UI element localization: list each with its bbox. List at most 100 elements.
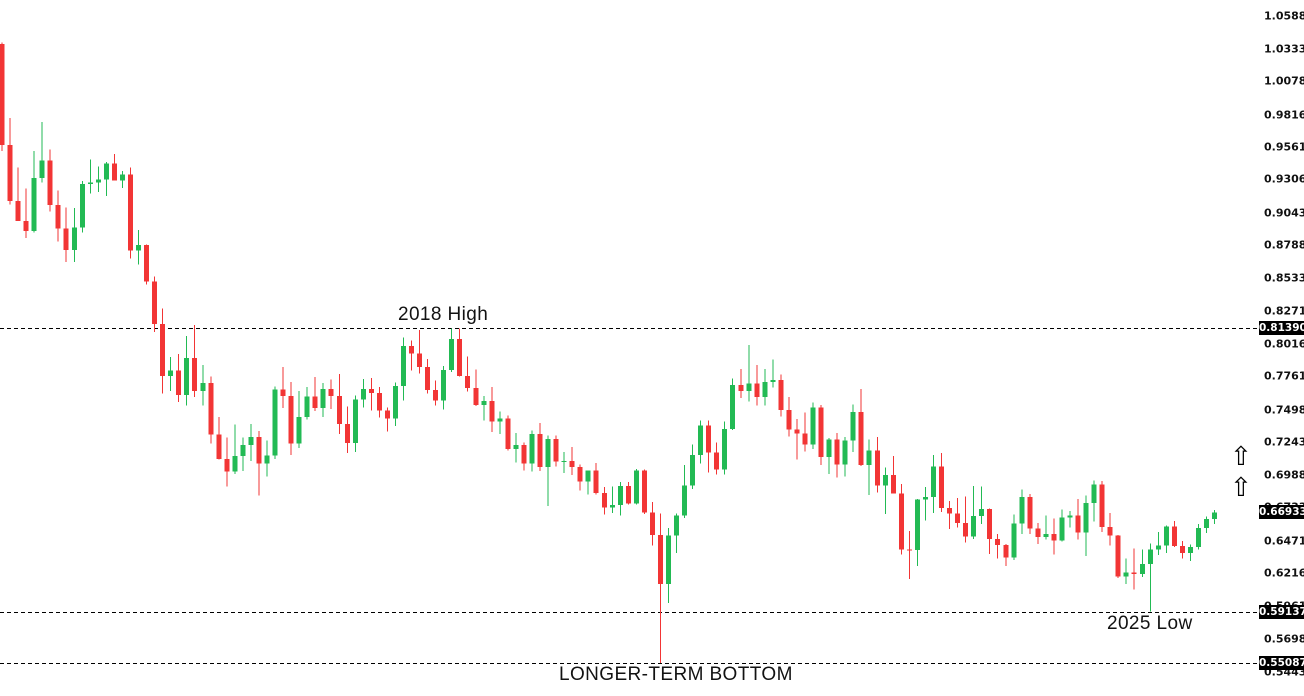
- candle-body: [248, 436, 254, 445]
- candle-body: [657, 535, 663, 584]
- annotation-2025-low: 2025 Low: [1107, 613, 1193, 634]
- candle-body: [47, 160, 53, 206]
- annotation-2018-high: 2018 High: [398, 304, 489, 325]
- candle-body: [947, 507, 953, 514]
- candle-body: [264, 455, 270, 464]
- candle-body: [914, 499, 920, 551]
- candle-body: [665, 535, 671, 584]
- candle-body: [449, 338, 455, 371]
- candle-body: [754, 383, 760, 398]
- candle-body: [1179, 546, 1185, 554]
- candle-body: [505, 418, 511, 450]
- candle-body: [569, 461, 575, 468]
- candle-body: [489, 400, 495, 422]
- candle-body: [561, 461, 567, 463]
- candle-body: [1107, 526, 1113, 536]
- candle-body: [1011, 523, 1017, 558]
- candle-body: [778, 380, 784, 410]
- candle-body: [674, 515, 680, 536]
- candle-body: [296, 417, 302, 444]
- up-arrow-icon: ⇧: [1230, 473, 1252, 503]
- candle-body: [609, 504, 615, 508]
- candle-body: [1115, 535, 1121, 577]
- candle-body: [738, 384, 744, 392]
- candle-body: [585, 470, 591, 482]
- candle-body: [906, 549, 912, 551]
- candle-body: [168, 370, 174, 377]
- candle-body: [280, 389, 286, 397]
- candle-body: [1147, 549, 1153, 564]
- candle-body: [802, 433, 808, 445]
- candle-body: [111, 163, 117, 181]
- candle-body: [521, 444, 527, 464]
- candle-body: [633, 470, 639, 504]
- candle-body: [376, 393, 382, 411]
- candle-body: [1131, 572, 1137, 575]
- candle-body: [963, 522, 969, 537]
- candle-body: [256, 436, 262, 464]
- candle-body: [1083, 502, 1089, 533]
- candle-body: [127, 174, 133, 251]
- candle-body: [995, 539, 1001, 546]
- candle-body: [537, 434, 543, 468]
- candle-body: [55, 205, 61, 229]
- candle-body: [882, 475, 888, 486]
- candle-body: [272, 389, 278, 456]
- candle-body: [714, 452, 720, 470]
- candle-body: [545, 438, 551, 468]
- candle-body: [360, 389, 366, 400]
- candle-body: [722, 429, 728, 470]
- candle-body: [1019, 497, 1025, 524]
- candle-body: [136, 244, 142, 251]
- candle-body: [826, 439, 832, 457]
- candle-body: [71, 227, 77, 250]
- candle-body: [746, 383, 752, 392]
- candle-body: [922, 497, 928, 500]
- candle-body: [649, 512, 655, 536]
- candle-body: [95, 179, 101, 183]
- candle-body: [1171, 526, 1177, 547]
- candle-body: [441, 370, 447, 401]
- candle-body: [119, 174, 125, 181]
- candle-body: [1091, 484, 1097, 503]
- candle-body: [858, 411, 864, 466]
- annotation-longer-term-bottom: LONGER-TERM BOTTOM: [559, 664, 793, 685]
- candle-body: [698, 425, 704, 456]
- candle-body: [593, 470, 599, 493]
- candle-body: [987, 509, 993, 540]
- candle-body: [1051, 534, 1057, 541]
- candle-body: [818, 407, 824, 457]
- candle-body: [890, 475, 896, 494]
- candle-body: [1067, 515, 1073, 518]
- candle-body: [1163, 526, 1169, 546]
- candle-body: [184, 358, 190, 396]
- candle-body: [497, 418, 503, 422]
- candle-body: [794, 429, 800, 434]
- candle-body: [288, 396, 294, 444]
- candle-body: [1123, 572, 1129, 577]
- candle-body: [176, 370, 182, 396]
- candle-body: [328, 389, 334, 396]
- candle-body: [216, 434, 222, 460]
- candle-body: [312, 396, 318, 409]
- candle-body: [344, 424, 350, 444]
- candle-body: [730, 384, 736, 430]
- candle-body: [208, 383, 214, 435]
- candle-body: [15, 201, 21, 222]
- candle-body: [770, 380, 776, 383]
- candle-body: [1139, 563, 1145, 575]
- candle-body: [63, 228, 69, 250]
- candle-body: [23, 221, 29, 231]
- candle-body: [1195, 528, 1201, 548]
- candle-body: [834, 439, 840, 465]
- candle-body: [690, 455, 696, 486]
- candle-body: [786, 409, 792, 430]
- candle-body: [384, 410, 390, 419]
- candle-body: [810, 407, 816, 445]
- candle-body: [39, 160, 45, 179]
- candle-body: [200, 383, 206, 392]
- candle-body: [392, 385, 398, 419]
- candle-body: [850, 411, 856, 441]
